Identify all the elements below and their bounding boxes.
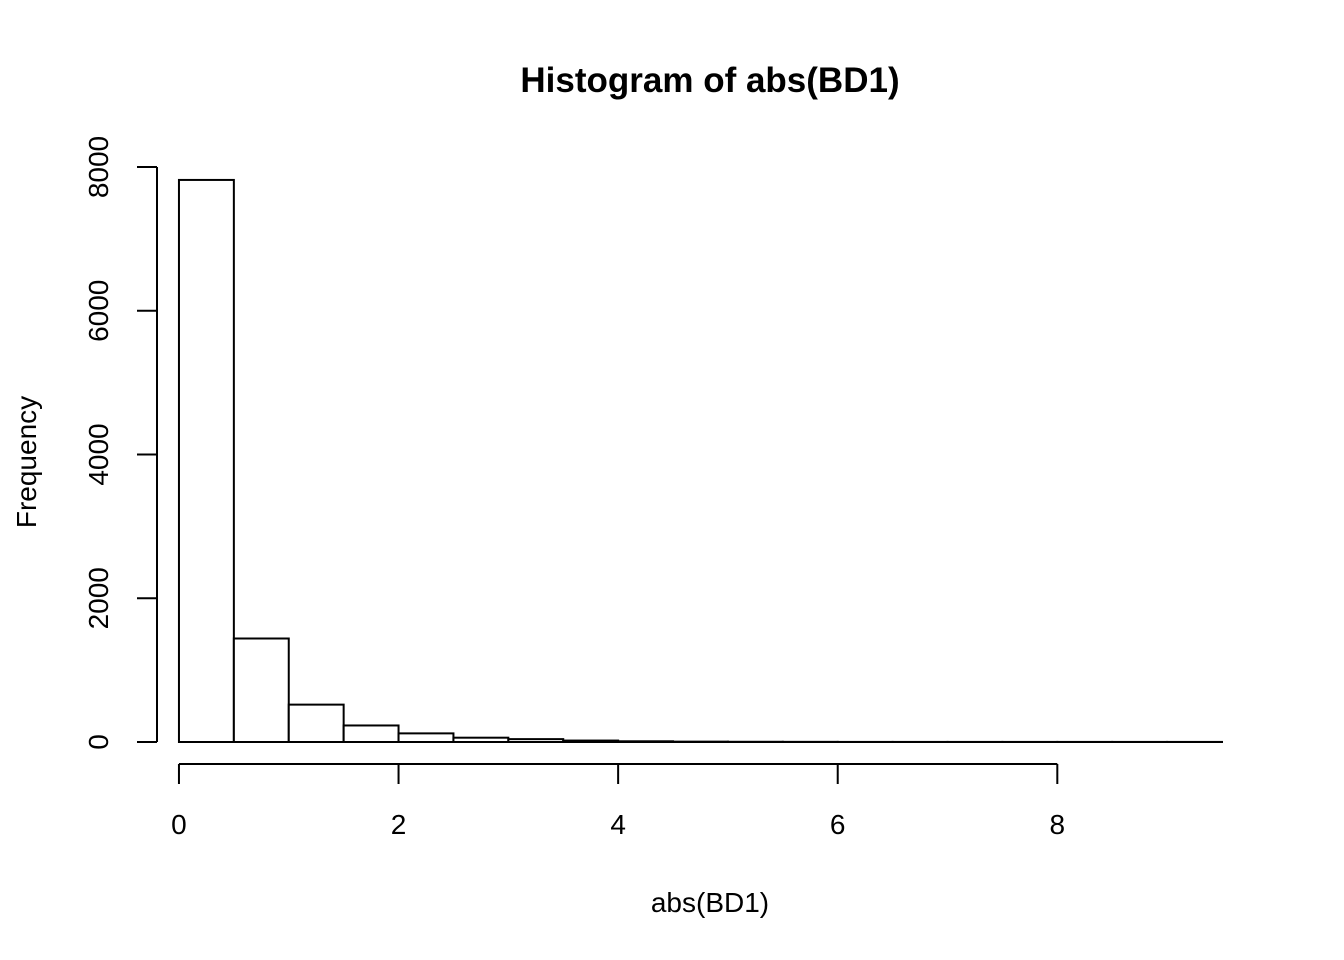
y-tick-label: 4000 (83, 423, 114, 485)
y-axis-label: Frequency (11, 396, 42, 528)
x-axis: 0 2 4 6 8 (171, 763, 1066, 840)
x-tick-label: 6 (830, 809, 846, 840)
histogram-bar (177, 178, 235, 743)
y-tick-label: 2000 (83, 567, 114, 629)
histogram-bar (397, 732, 455, 743)
y-tick-label: 0 (83, 734, 114, 750)
x-axis-label: abs(BD1) (651, 887, 769, 918)
histogram-bar (562, 739, 620, 743)
x-tick-label: 2 (391, 809, 407, 840)
histogram-bar (287, 703, 345, 743)
histogram-bar (617, 740, 675, 743)
bars-group (177, 178, 1224, 744)
x-tick-label: 4 (610, 809, 626, 840)
histogram-bar (342, 724, 400, 743)
x-tick-label: 0 (171, 809, 187, 840)
histogram-bar (232, 637, 290, 743)
histogram-bar (507, 738, 565, 743)
y-tick-label: 8000 (83, 136, 114, 198)
chart-title: Histogram of abs(BD1) (520, 61, 899, 100)
x-tick-label: 8 (1050, 809, 1066, 840)
y-tick-label: 6000 (83, 280, 114, 342)
histogram-bar (452, 736, 510, 743)
y-axis: 0 2000 4000 6000 8000 (83, 136, 158, 750)
